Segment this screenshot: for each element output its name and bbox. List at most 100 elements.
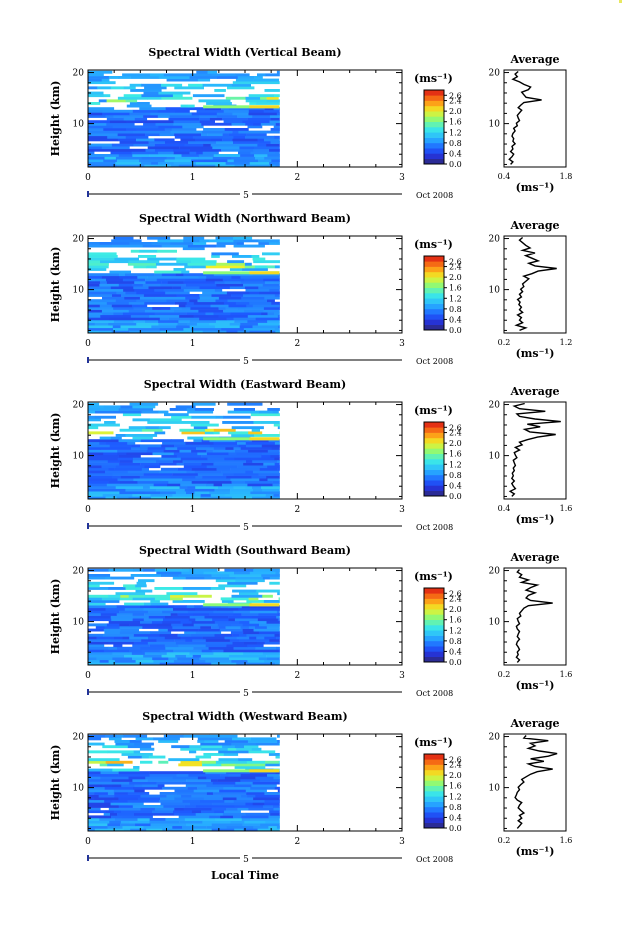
heatmap-cell (275, 242, 280, 245)
heatmap-cell (88, 776, 101, 780)
avg-y-tick-label: 10 (489, 618, 501, 628)
heatmap-cell (188, 773, 221, 777)
heatmap-cell (129, 83, 142, 87)
colorbar-segment (424, 614, 444, 620)
heatmap-cell (200, 742, 232, 746)
heatmap-cell (185, 296, 201, 300)
heatmap-cell (184, 265, 193, 269)
heatmap-cell (222, 792, 247, 795)
heatmap-cell (235, 73, 250, 77)
heatmap-cell (100, 613, 118, 616)
heatmap-cell (277, 314, 280, 318)
heatmap-cell (238, 444, 247, 448)
heatmap-cell (165, 818, 185, 821)
heatmap-cell (130, 574, 162, 577)
heatmap-cell (111, 576, 135, 580)
heatmap-cell (243, 283, 264, 287)
heatmap-cell (237, 76, 255, 79)
heatmap-cell (259, 141, 271, 144)
heatmap-cell (133, 786, 163, 790)
heatmap-cell (239, 325, 253, 329)
heatmap-cell (134, 317, 161, 321)
heatmap-cell (215, 244, 226, 248)
heatmap-cell (88, 758, 120, 762)
colorbar-segment (424, 266, 444, 273)
heatmap-cell (100, 771, 119, 775)
heatmap-cell (102, 288, 124, 292)
heatmap-cell (187, 244, 217, 248)
heatmap-cell (103, 128, 127, 131)
heatmap-cell (88, 789, 114, 793)
heatmap-cell (191, 402, 216, 406)
heatmap-cell (101, 78, 110, 82)
heatmap-cell (201, 649, 213, 653)
heatmap-cell (166, 592, 198, 596)
heatmap-cell (229, 654, 237, 658)
panel-title: Spectral Width (Southward Beam) (139, 544, 351, 557)
heatmap-cell (159, 457, 182, 461)
heatmap-cell (88, 125, 114, 129)
heatmap-cell (173, 122, 202, 126)
heatmap-cell (88, 447, 101, 450)
heatmap-cell (178, 304, 186, 308)
heatmap-cell (266, 620, 280, 624)
heatmap-cell (88, 810, 106, 814)
heatmap-cell (252, 273, 280, 277)
heatmap-cell (106, 441, 128, 445)
heatmap-cell (88, 415, 96, 419)
heatmap-cell (131, 151, 159, 155)
heatmap-cell (173, 148, 190, 152)
heatmap-cell (129, 740, 142, 743)
heatmap-cell (120, 628, 140, 632)
heatmap-cell (249, 301, 272, 305)
heatmap-cell (135, 659, 154, 663)
colorbar-tick-label: 1.6 (449, 616, 462, 625)
colorbar-tick-label: 2.6 (449, 91, 462, 100)
x-tick-label: 1 (190, 339, 196, 349)
colorbar-segment (424, 603, 444, 610)
heatmap-cell (143, 594, 171, 598)
heatmap-cell (221, 605, 229, 609)
colorbar-segment (424, 759, 444, 765)
heatmap-cell (273, 107, 280, 111)
heatmap-cell (277, 467, 280, 471)
colorbar (424, 90, 444, 165)
heatmap-cell (213, 154, 241, 157)
heatmap-cell (159, 792, 178, 795)
heatmap-cell (88, 273, 120, 277)
heatmap-cell (173, 460, 183, 463)
heatmap-cell (195, 138, 212, 142)
heatmap-cell (88, 164, 117, 168)
heatmap-cell (276, 825, 280, 829)
heatmap-cell (168, 317, 200, 321)
heatmap-cell (203, 805, 235, 808)
heatmap-cell (181, 270, 190, 274)
heatmap-cell (136, 322, 159, 326)
heatmap-cell (198, 594, 212, 598)
heatmap-cell (235, 439, 252, 443)
heatmap-cell (196, 109, 224, 113)
heatmap-cell (218, 296, 242, 300)
heatmap-cell (128, 594, 144, 598)
heatmap-cell (134, 288, 155, 292)
avg-title: Average (509, 385, 559, 398)
heatmap-cell (107, 460, 121, 463)
heatmap-cell (197, 776, 207, 780)
heatmap-cell (150, 631, 172, 635)
heatmap-cell (219, 737, 233, 741)
heatmap-cell (215, 818, 243, 821)
heatmap-cell (261, 312, 268, 316)
heatmap-cell (113, 307, 134, 310)
avg-profile-line (514, 735, 558, 829)
heatmap-cell (114, 794, 141, 798)
heatmap-cell (181, 659, 206, 663)
heatmap-cell (88, 491, 120, 495)
heatmap-cell (186, 283, 217, 287)
heatmap-cell (124, 296, 141, 300)
heatmap-cell (165, 291, 190, 295)
panel-title: Spectral Width (Northward Beam) (139, 212, 351, 225)
colorbar-segment (424, 480, 444, 486)
heatmap-cell (274, 135, 280, 139)
heatmap-cell (201, 605, 211, 609)
x-tick-label: 1 (190, 671, 196, 681)
